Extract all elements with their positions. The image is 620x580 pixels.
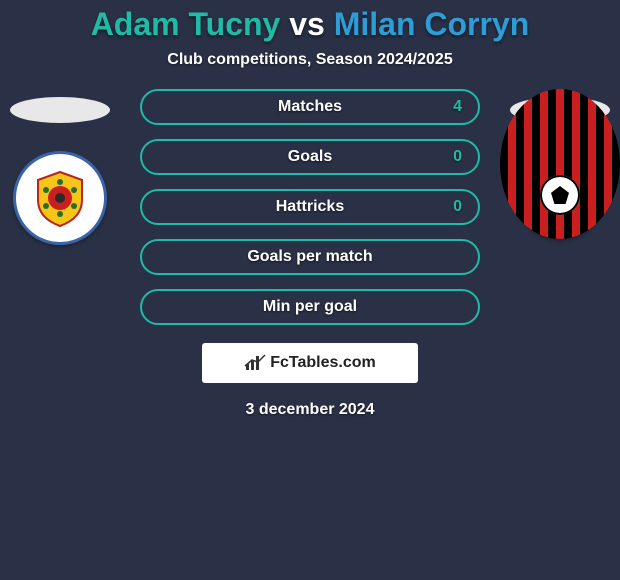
player1-name: Adam Tucny xyxy=(91,6,281,42)
header: Adam Tucny vs Milan Corryn Club competit… xyxy=(0,0,620,69)
stats-list: Matches 4 Goals 0 Hattricks 0 Goals per … xyxy=(140,89,480,325)
stat-label: Min per goal xyxy=(263,298,357,316)
stat-row-mpg: Min per goal xyxy=(140,289,480,325)
stat-value: 0 xyxy=(453,198,462,216)
brand-badge: FcTables.com xyxy=(202,343,418,383)
ruzomberok-crest-icon xyxy=(30,168,90,228)
content: Matches 4 Goals 0 Hattricks 0 Goals per … xyxy=(0,89,620,419)
stat-row-gpm: Goals per match xyxy=(140,239,480,275)
stat-label: Goals xyxy=(288,148,332,166)
subtitle: Club competitions, Season 2024/2025 xyxy=(0,51,620,69)
player2-name: Milan Corryn xyxy=(334,6,530,42)
chart-icon xyxy=(244,354,266,372)
stat-row-matches: Matches 4 xyxy=(140,89,480,125)
vs-text: vs xyxy=(289,6,325,42)
stat-row-hattricks: Hattricks 0 xyxy=(140,189,480,225)
soccer-ball-icon xyxy=(540,175,580,215)
left-column xyxy=(0,89,120,245)
stat-value: 4 xyxy=(453,98,462,116)
spartak-stripes-icon xyxy=(500,89,620,239)
stat-label: Goals per match xyxy=(247,248,372,266)
right-column xyxy=(500,89,620,239)
player1-avatar-placeholder xyxy=(10,97,110,123)
player1-club-crest xyxy=(13,151,107,245)
player2-club-crest xyxy=(516,151,604,239)
brand-text: FcTables.com xyxy=(270,354,376,372)
stat-row-goals: Goals 0 xyxy=(140,139,480,175)
page-title: Adam Tucny vs Milan Corryn xyxy=(0,6,620,43)
stat-label: Matches xyxy=(278,98,342,116)
stat-value: 0 xyxy=(453,148,462,166)
date-text: 3 december 2024 xyxy=(0,401,620,419)
stat-label: Hattricks xyxy=(276,198,344,216)
